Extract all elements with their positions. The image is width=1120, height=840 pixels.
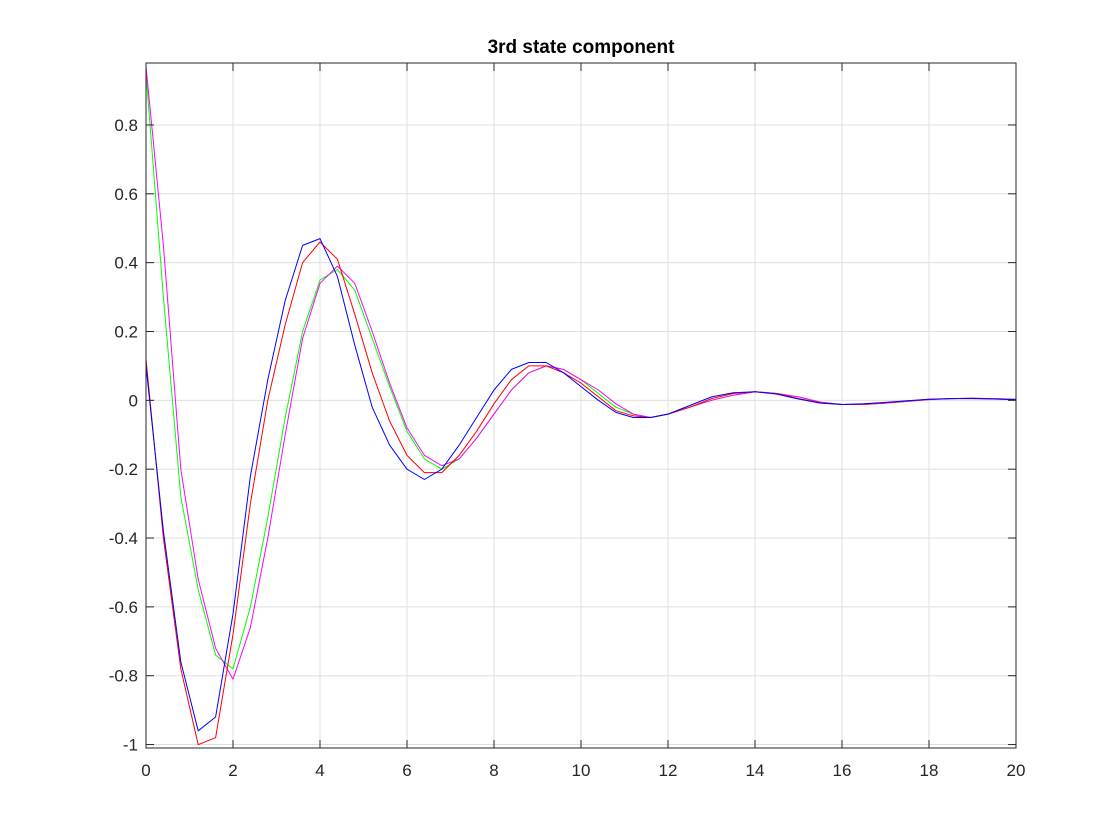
y-tick-label: -0.4 [109,529,138,548]
y-tick-label: 0 [129,391,138,410]
x-tick-label: 14 [746,761,765,780]
x-tick-label: 6 [402,761,411,780]
x-tick-label: 12 [659,761,678,780]
series-group [145,66,1017,746]
y-tick-label: 0.4 [114,254,138,273]
y-tick-label: -0.6 [109,598,138,617]
y-tick-label: -0.8 [109,667,138,686]
series-line-4 [145,238,1017,732]
x-tick-label: 16 [833,761,852,780]
x-tick-label: 8 [489,761,498,780]
y-tick-label: 0.2 [114,322,138,341]
y-tick-label: -1 [123,736,138,755]
y-tick-label: -0.2 [109,460,138,479]
y-tick-label: 0.6 [114,185,138,204]
x-tick-label: 20 [1007,761,1026,780]
x-tick-label: 18 [920,761,939,780]
x-tick-label: 2 [228,761,237,780]
chart-title: 3rd state component [488,37,676,58]
x-axis-ticks: 0 2 4 6 8 10 12 14 16 18 20 [141,63,1025,780]
x-tick-label: 4 [315,761,324,780]
y-tick-label: 0.8 [114,116,138,135]
x-tick-label: 0 [141,761,150,780]
x-tick-label: 10 [572,761,591,780]
y-axis-ticks: -1 -0.8 -0.6 -0.4 -0.2 0 0.2 0.4 0.6 0.8 [109,116,1016,755]
